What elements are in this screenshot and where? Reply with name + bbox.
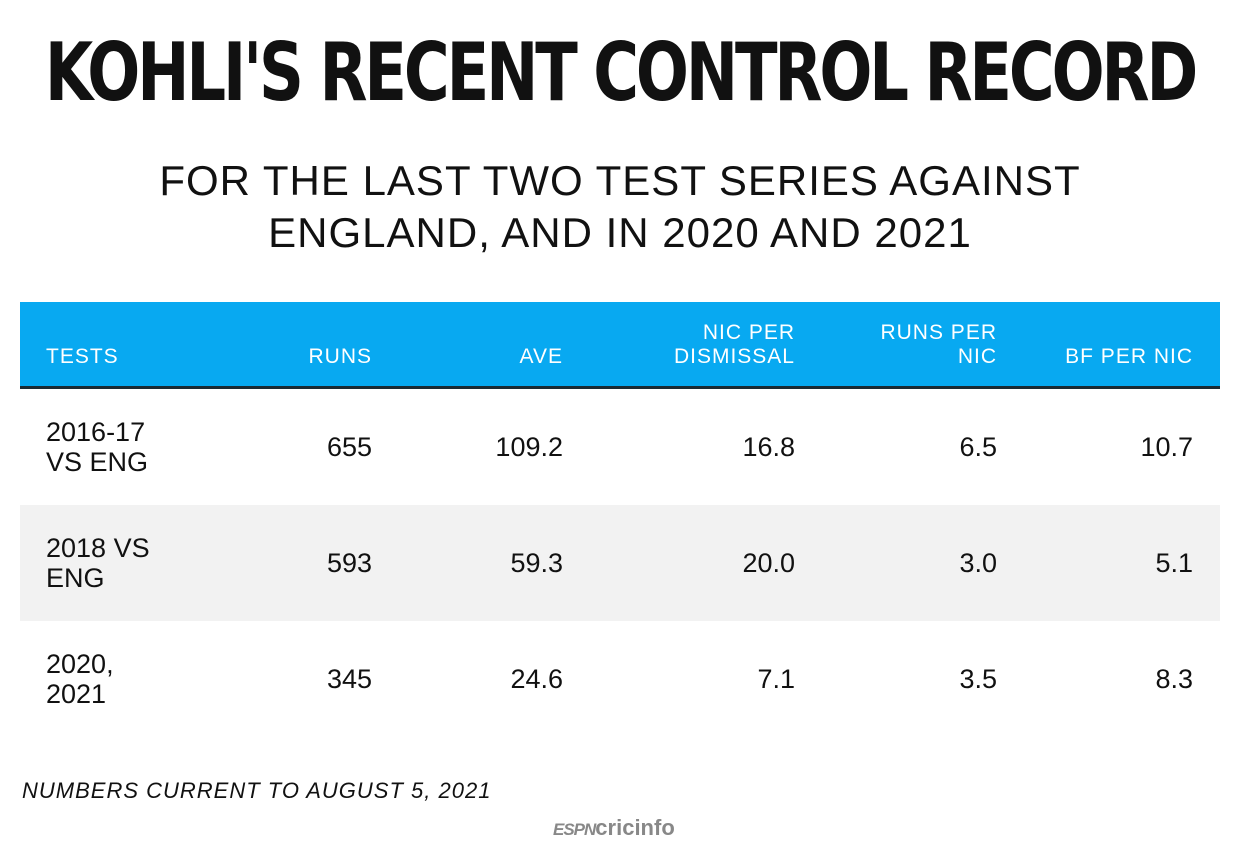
cell-runs: 655 (326, 432, 372, 462)
header-tests: TESTS (46, 345, 119, 368)
subtitle-line-1: FOR THE LAST TWO TEST SERIES AGAINST (159, 157, 1081, 204)
row-label: 2020, 2021 (46, 649, 114, 709)
table-row: 2020, 2021 345 24.6 7.1 3.5 8.3 (20, 621, 1220, 737)
row-label: 2016-17 VS ENG (46, 417, 149, 477)
cell-ave: 59.3 (510, 548, 563, 578)
header-nic-per-dismissal: NIC PER DISMISSAL (673, 321, 795, 368)
header-runs: RUNS (308, 345, 372, 368)
footnote: NUMBERS CURRENT TO AUGUST 5, 2021 (22, 778, 492, 803)
cell-ave: 109.2 (495, 432, 563, 462)
subtitle-line-2: ENGLAND, AND IN 2020 AND 2021 (268, 209, 972, 256)
cell-nic-per-dismissal: 7.1 (757, 664, 795, 694)
cell-nic-per-dismissal: 20.0 (742, 548, 795, 578)
page-title: KOHLI'S RECENT CONTROL RECORD (44, 26, 1198, 119)
subtitle: FOR THE LAST TWO TEST SERIES AGAINST ENG… (0, 155, 1240, 259)
table-header: TESTS RUNS AVE NIC PER DISMISSAL RUNS PER… (20, 302, 1220, 389)
cell-bf-per-nic: 10.7 (1140, 432, 1193, 462)
stats-table: TESTS RUNS AVE NIC PER DISMISSAL RUNS PER… (20, 302, 1220, 737)
table-row: 2016-17 VS ENG 655 109.2 16.8 6.5 10.7 (20, 389, 1220, 505)
cell-runs-per-nic: 3.0 (959, 548, 997, 578)
cell-runs: 593 (326, 548, 372, 578)
cell-bf-per-nic: 5.1 (1155, 548, 1193, 578)
header-runs-per-nic: RUNS PER NIC (880, 321, 997, 368)
header-bf-per-nic: BF PER NIC (1065, 345, 1193, 368)
cell-bf-per-nic: 8.3 (1155, 664, 1193, 694)
cell-nic-per-dismissal: 16.8 (742, 432, 795, 462)
cell-runs: 345 (326, 664, 372, 694)
espncricinfo-logo: ESPNcricinfo (553, 815, 675, 840)
cell-ave: 24.6 (510, 664, 563, 694)
cell-runs-per-nic: 6.5 (959, 432, 997, 462)
table-row: 2018 VS ENG 593 59.3 20.0 3.0 5.1 (20, 505, 1220, 621)
header-ave: AVE (519, 345, 563, 368)
cell-runs-per-nic: 3.5 (959, 664, 997, 694)
row-label: 2018 VS ENG (46, 533, 150, 593)
